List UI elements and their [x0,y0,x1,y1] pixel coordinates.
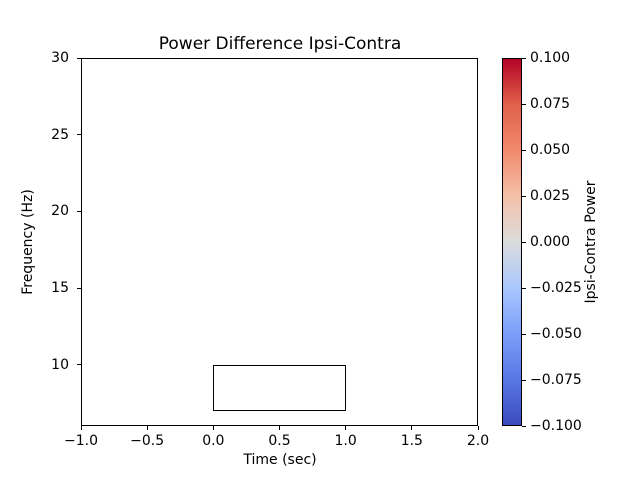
x-tick-mark [146,426,148,430]
colorbar-tick-mark [522,425,526,427]
x-tick-label: 0.5 [268,433,291,449]
colorbar-tick-label: −0.025 [530,280,582,296]
colorbar-tick-mark [522,57,526,59]
x-tick-label: 1.0 [334,433,357,449]
x-tick-label: 0.0 [202,433,225,449]
colorbar-tick-mark [522,333,526,335]
x-tick-label: 2.0 [466,433,490,449]
y-tick-mark [77,134,81,136]
colorbar-tick-label: −0.050 [530,326,582,342]
plot-area [81,58,478,426]
colorbar-tick-mark [522,195,526,197]
x-tick-mark [212,426,214,430]
x-tick-mark [80,426,82,430]
y-tick-label: 15 [51,280,69,296]
x-tick-mark [411,426,413,430]
x-tick-label: −0.5 [130,433,165,449]
colorbar-tick-mark [522,379,526,381]
x-tick-label: 1.5 [400,433,423,449]
x-tick-label: −1.0 [64,433,98,449]
y-tick-label: 30 [51,50,69,66]
x-tick-mark [279,426,280,430]
y-tick-label: 25 [51,126,69,143]
colorbar-tick-label: 0.050 [530,142,571,158]
x-tick-mark [345,426,347,430]
x-tick-mark [477,426,479,430]
colorbar-tick-mark [522,241,526,243]
colorbar-tick-label: 0.000 [530,234,571,250]
colorbar-tick-mark [522,287,526,289]
colorbar-tick-mark [522,103,526,105]
y-tick-mark [77,57,81,59]
colorbar-tick-label: −0.100 [530,418,582,434]
y-tick-mark [77,287,81,289]
colorbar-tick-label: −0.075 [530,372,582,388]
y-tick-mark [77,210,81,212]
y-tick-label: 10 [51,356,69,373]
y-tick-label: 20 [51,203,69,220]
colorbar-tick-label: 0.100 [530,50,571,66]
chart-title: Power Difference Ipsi-Contra [158,34,402,54]
colorbar [502,58,522,426]
colorbar-tick-mark [522,149,526,151]
y-tick-mark [77,364,81,366]
colorbar-tick-label: 0.075 [530,96,571,112]
colorbar-tick-label: 0.025 [530,188,571,204]
x-axis-label: Time (sec) [243,452,317,468]
colorbar-label: Ipsi-Contra Power [583,180,599,304]
annotation-box [213,364,346,411]
